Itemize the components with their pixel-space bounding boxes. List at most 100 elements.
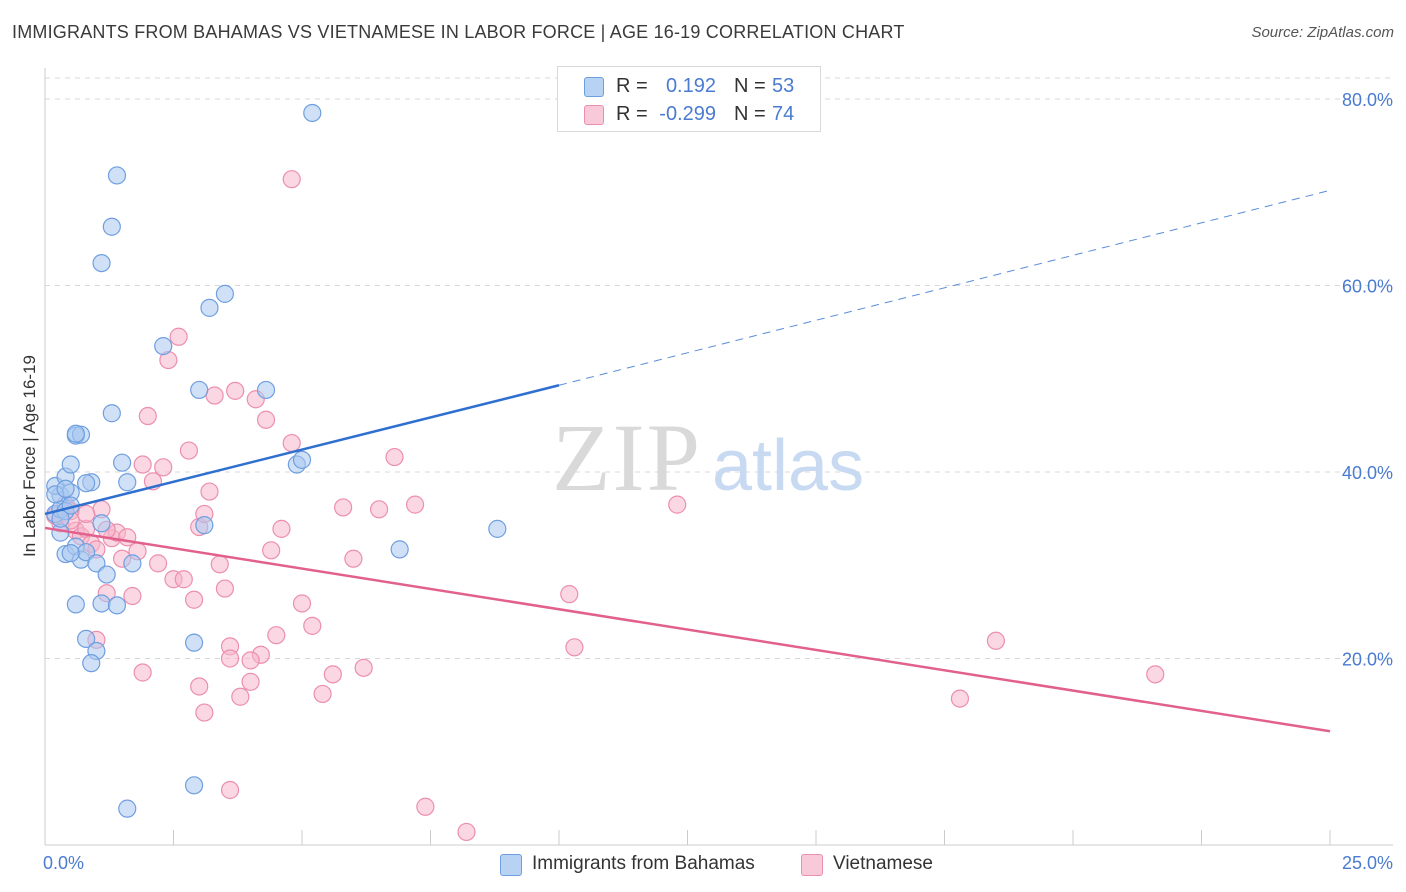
bahamas-point <box>92 514 111 533</box>
vietnamese-point <box>313 684 332 704</box>
bahamas-point <box>215 284 234 303</box>
legend-r-label: R = <box>616 103 648 125</box>
legend-swatch-bahamas <box>500 854 522 876</box>
y-tick-label: 40.0% <box>1342 463 1393 483</box>
vietnamese-point <box>385 447 404 467</box>
bahamas-point <box>61 455 80 474</box>
bahamas-point <box>97 565 116 584</box>
bahamas-point <box>200 298 219 317</box>
bahamas-point <box>123 554 142 573</box>
bahamas-point <box>107 596 127 615</box>
bahamas-point <box>190 380 209 400</box>
stats-legend: R = 0.192 N = 53 R = -0.299 N = 74 <box>557 66 821 132</box>
y-axis-label: In Labor Force | Age 16-19 <box>20 355 39 557</box>
vietnamese-point <box>241 651 260 670</box>
bahamas-point <box>87 554 106 573</box>
trend-lines <box>44 189 1331 733</box>
bahamas-points <box>46 103 507 818</box>
bahamas-point <box>154 336 173 356</box>
legend-row-bahamas: R = 0.192 N = 53 <box>558 72 820 100</box>
vietnamese-point <box>334 498 353 517</box>
vietnamese-point <box>354 658 373 677</box>
vietnamese-point <box>950 689 970 708</box>
bahamas-point <box>303 103 322 123</box>
vietnamese-point <box>123 586 142 606</box>
bahamas-point <box>77 474 96 493</box>
bahamas-point <box>256 380 276 400</box>
legend-swatch-vietnamese <box>801 854 823 876</box>
vietnamese-point <box>174 570 193 589</box>
vietnamese-point <box>133 455 152 474</box>
bahamas-point <box>66 595 85 614</box>
vietnamese-point <box>220 649 240 668</box>
bahamas-point <box>112 453 132 472</box>
y-tick-label: 20.0% <box>1342 649 1393 669</box>
legend-n-value: 74 <box>772 103 795 125</box>
vietnamese-point <box>560 585 579 604</box>
bahamas-point <box>118 799 137 818</box>
vietnamese-point <box>282 170 301 189</box>
chart-source: Source: ZipAtlas.com <box>1251 24 1394 41</box>
vietnamese-point <box>220 780 240 800</box>
bahamas-point <box>102 217 121 236</box>
vietnamese-point <box>256 410 276 429</box>
bahamas-point <box>107 166 127 185</box>
chart-title: IMMIGRANTS FROM BAHAMAS VS VIETNAMESE IN… <box>12 22 905 42</box>
vietnamese-point <box>370 500 389 519</box>
bahamas-point <box>102 404 121 423</box>
legend-r-value: 0.192 <box>665 75 716 97</box>
axes <box>44 68 1393 846</box>
vietnamese-point <box>272 519 291 538</box>
vietnamese-point <box>195 703 214 722</box>
bahamas-point <box>56 479 75 498</box>
vietnamese-point <box>231 687 250 706</box>
series-legend: Immigrants from Bahamas Vietnamese <box>0 852 1406 878</box>
y-tick-label: 60.0% <box>1342 276 1393 296</box>
vietnamese-point <box>986 631 1006 650</box>
vietnamese-point <box>323 665 342 684</box>
bahamas-point <box>184 776 204 795</box>
vietnamese-point <box>344 549 363 568</box>
bahamas-trend-line <box>44 384 560 516</box>
y-tick-label: 80.0% <box>1342 90 1393 110</box>
vietnamese-point <box>565 638 584 657</box>
bahamas-point <box>292 450 312 469</box>
vietnamese-point <box>148 554 168 573</box>
grid-lines <box>45 77 1393 659</box>
legend-label-bahamas: Immigrants from Bahamas <box>532 853 755 874</box>
bahamas-point <box>488 519 507 538</box>
vietnamese-point <box>200 482 219 501</box>
bahamas-point <box>61 544 80 563</box>
vietnamese-point <box>262 541 281 560</box>
legend-label-vietnamese: Vietnamese <box>833 853 933 874</box>
vietnamese-point <box>210 555 229 574</box>
vietnamese-point <box>1146 665 1165 684</box>
legend-r-value: -0.299 <box>659 103 716 125</box>
watermark: ZIP atlas <box>552 404 864 511</box>
x-tick-label: 25.0% <box>1342 853 1393 873</box>
bahamas-point <box>77 629 96 649</box>
bahamas-point <box>92 594 111 613</box>
vietnamese-point <box>77 504 96 524</box>
vietnamese-point <box>405 495 425 514</box>
vietnamese-point <box>154 458 173 477</box>
legend-n-label: N = <box>734 103 766 125</box>
vietnamese-point <box>668 495 687 514</box>
vietnamese-point <box>133 663 152 682</box>
bahamas-point <box>390 540 409 559</box>
vietnamese-point <box>282 433 301 453</box>
legend-swatch-vietnamese <box>584 105 604 125</box>
vietnamese-point <box>118 528 137 547</box>
bahamas-point <box>66 424 85 443</box>
vietnamese-point <box>303 616 322 635</box>
legend-swatch-bahamas <box>584 77 604 97</box>
legend-row-vietnamese: R = -0.299 N = 74 <box>558 100 820 128</box>
vietnamese-point <box>179 441 199 460</box>
vietnamese-point <box>215 579 234 598</box>
vietnamese-point <box>241 672 260 691</box>
vietnamese-point <box>138 406 157 426</box>
legend-r-label: R = <box>616 75 648 97</box>
bahamas-point <box>92 254 111 273</box>
bahamas-point <box>82 654 101 673</box>
